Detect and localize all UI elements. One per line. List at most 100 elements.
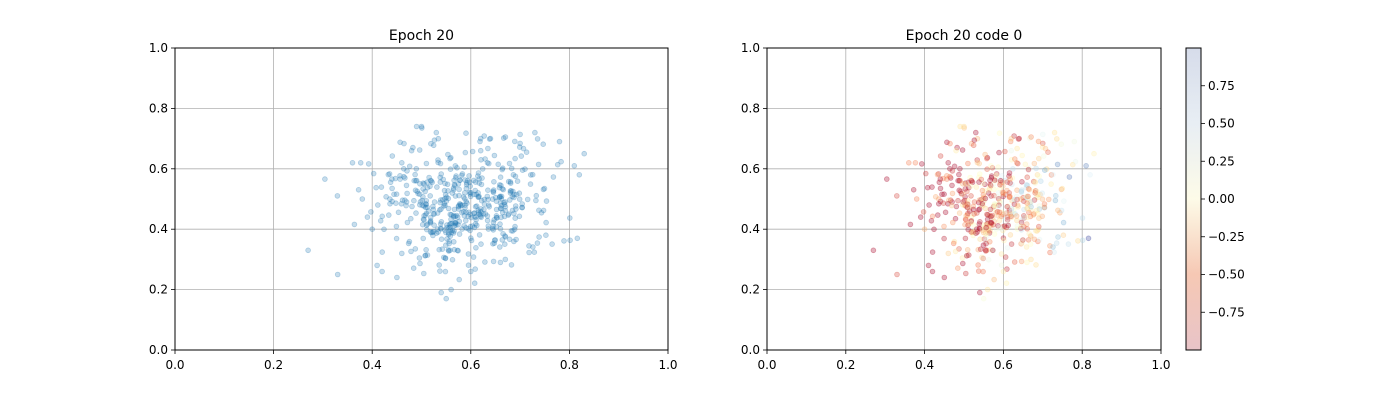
- scatter-point: [927, 203, 932, 208]
- scatter-point: [1008, 177, 1013, 182]
- scatter-point: [978, 247, 983, 252]
- scatter-point: [977, 180, 982, 185]
- scatter-point: [1009, 148, 1014, 153]
- scatter-point: [559, 159, 564, 164]
- scatter-point: [541, 208, 546, 213]
- scatter-point: [1046, 150, 1051, 155]
- colorbar-tick-label: 0.75: [1208, 79, 1235, 93]
- scatter-point: [952, 164, 957, 169]
- scatter-point: [943, 210, 948, 215]
- scatter-point: [508, 191, 513, 196]
- scatter-point: [937, 180, 942, 185]
- scatter-point: [1034, 166, 1039, 171]
- scatter-point: [513, 224, 518, 229]
- scatter-point: [464, 226, 469, 231]
- scatter-point: [884, 177, 889, 182]
- x-tick-label: 0.6: [994, 358, 1013, 372]
- scatter-point: [394, 236, 399, 241]
- scatter-point: [1027, 231, 1032, 236]
- scatter-point: [491, 224, 496, 229]
- scatter-point: [444, 296, 449, 301]
- y-tick-label: 0.8: [149, 101, 168, 115]
- colorbar-tick-label: 0.00: [1208, 192, 1235, 206]
- scatter-point: [360, 197, 365, 202]
- scatter-point: [500, 186, 505, 191]
- scatter-point: [1012, 260, 1017, 265]
- scatter-point: [486, 203, 491, 208]
- scatter-point: [983, 196, 988, 201]
- scatter-point: [432, 212, 437, 217]
- scatter-point: [1059, 142, 1064, 147]
- scatter-point: [380, 250, 385, 255]
- scatter-point: [409, 249, 414, 254]
- x-tick-label: 0.6: [461, 358, 480, 372]
- scatter-point: [468, 190, 473, 195]
- scatter-point: [452, 207, 457, 212]
- scatter-point: [380, 214, 385, 219]
- scatter-point: [429, 179, 434, 184]
- scatter-point: [981, 296, 986, 301]
- scatter-point: [404, 183, 409, 188]
- scatter-point: [424, 223, 429, 228]
- scatter-point: [999, 263, 1004, 268]
- scatter-point: [1019, 224, 1024, 229]
- scatter-point: [443, 256, 448, 261]
- colorbar-tick-label: −0.50: [1208, 268, 1245, 282]
- scatter-point: [913, 160, 918, 165]
- scatter-point: [463, 150, 468, 155]
- scatter-point: [1076, 239, 1081, 244]
- scatter-point: [537, 208, 542, 213]
- scatter-point: [933, 194, 938, 199]
- y-tick-label: 1.0: [741, 41, 760, 55]
- scatter-point: [1004, 281, 1009, 286]
- scatter-point: [1054, 137, 1059, 142]
- scatter-point: [996, 165, 1001, 170]
- scatter-point: [469, 238, 474, 243]
- x-tick-label: 0.0: [757, 358, 776, 372]
- x-tick-label: 1.0: [1151, 358, 1170, 372]
- scatter-point: [507, 161, 512, 166]
- scatter-point: [486, 197, 491, 202]
- scatter-point: [386, 172, 391, 177]
- scatter-point: [371, 171, 376, 176]
- scatter-point: [519, 154, 524, 159]
- scatter-point: [405, 191, 410, 196]
- scatter-point: [477, 177, 482, 182]
- scatter-point: [1042, 168, 1047, 173]
- scatter-point: [455, 248, 460, 253]
- scatter-point: [479, 242, 484, 247]
- scatter-point: [453, 220, 458, 225]
- scatter-point: [1056, 208, 1061, 213]
- scatter-point: [956, 198, 961, 203]
- scatter-point: [382, 227, 387, 232]
- scatter-point: [413, 172, 418, 177]
- scatter-point: [509, 166, 514, 171]
- y-tick-label: 0.2: [149, 283, 168, 297]
- scatter-point: [438, 198, 443, 203]
- scatter-point: [431, 143, 436, 148]
- scatter-point: [369, 210, 374, 215]
- scatter-point: [932, 227, 937, 232]
- scatter-point: [894, 194, 899, 199]
- scatter-point: [477, 233, 482, 238]
- scatter-point: [1036, 156, 1041, 161]
- scatter-point: [930, 214, 935, 219]
- scatter-point: [963, 236, 968, 241]
- scatter-point: [1067, 175, 1072, 180]
- scatter-point: [1088, 172, 1093, 177]
- scatter-point: [1054, 241, 1059, 246]
- scatter-point: [493, 238, 498, 243]
- scatter-point: [918, 215, 923, 220]
- scatter-point: [972, 212, 977, 217]
- scatter-point: [486, 224, 491, 229]
- scatter-point: [1008, 233, 1013, 238]
- scatter-point: [407, 164, 412, 169]
- scatter-point: [953, 249, 958, 254]
- scatter-point: [395, 275, 400, 280]
- scatter-point: [1086, 236, 1091, 241]
- scatter-point: [938, 154, 943, 159]
- colorbar-tick-label: 0.50: [1208, 117, 1235, 131]
- scatter-point: [997, 150, 1002, 155]
- scatter-point: [997, 131, 1002, 136]
